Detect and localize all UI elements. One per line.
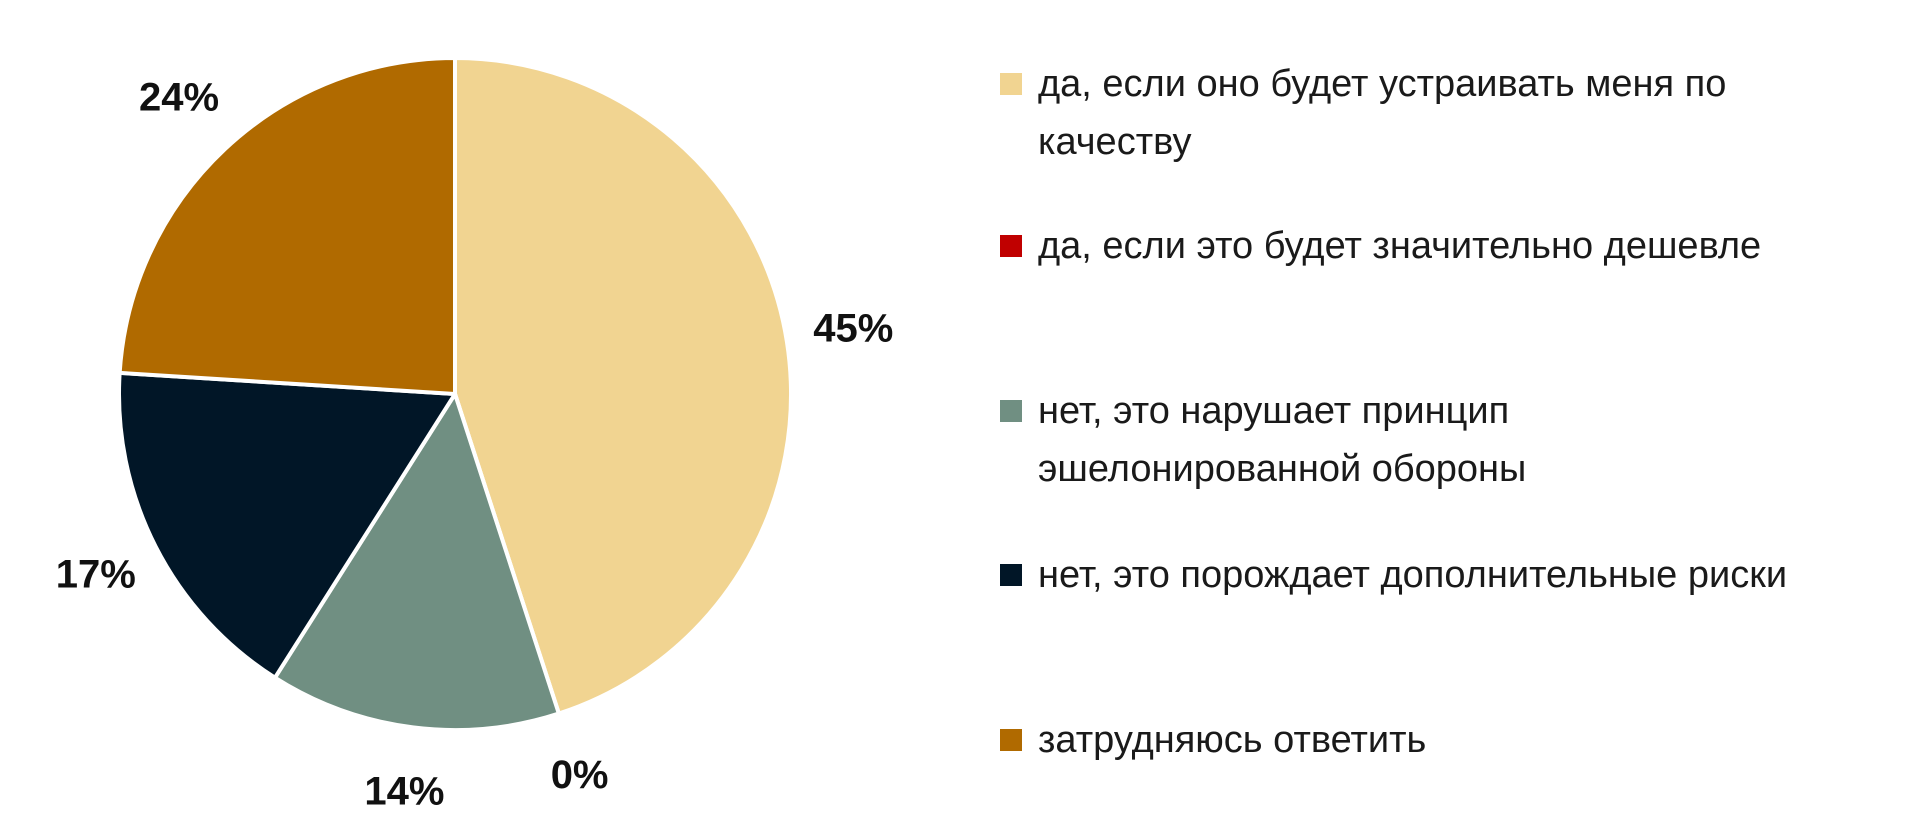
data-label: 24% [139, 76, 219, 120]
legend-label: нет, это нарушает принцип эшелонированно… [1038, 390, 1527, 490]
legend-swatch [1000, 729, 1022, 751]
legend-label: затрудняюсь ответить [1038, 719, 1427, 761]
pie-slice [453, 56, 793, 716]
legend-label: да, если это будет значительно дешевле [1038, 225, 1762, 267]
legend-label: нет, это порождает дополнительные риски [1038, 554, 1788, 596]
legend-swatch [1000, 400, 1022, 422]
data-label: 14% [364, 770, 444, 814]
legend-item: нет, это порождает дополнительные риски [1000, 546, 1787, 604]
legend-swatch [1000, 564, 1022, 586]
legend-item: да, если это будет значительно дешевле [1000, 217, 1761, 275]
pie-slice [117, 370, 457, 680]
legend-swatch [1000, 235, 1022, 257]
pie-slice [272, 392, 561, 732]
legend-label: да, если оно будет устраивать меня по ка… [1038, 63, 1727, 163]
data-label: 17% [56, 553, 136, 597]
data-label: 45% [813, 306, 893, 350]
legend-swatch [1000, 73, 1022, 95]
pie-slice [117, 56, 457, 396]
legend-item: нет, это нарушает принцип эшелонированно… [1000, 382, 1738, 498]
data-label: 0% [551, 753, 609, 797]
legend-item: да, если оно будет устраивать меня по ка… [1000, 55, 1738, 171]
legend-item: затрудняюсь ответить [1000, 711, 1426, 769]
